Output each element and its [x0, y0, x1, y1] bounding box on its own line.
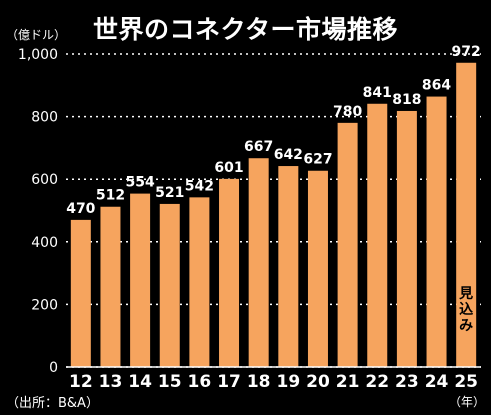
x-tick-label: 24 [425, 372, 449, 392]
annotation-char: み [459, 318, 473, 334]
x-tick-label: 19 [276, 372, 300, 392]
bar [307, 170, 328, 367]
x-tick-label: 20 [306, 372, 330, 392]
x-tick-label: 15 [158, 372, 182, 392]
x-tick-label: 17 [217, 372, 241, 392]
data-label: 864 [422, 78, 451, 94]
bar [100, 206, 121, 367]
bar [189, 197, 210, 367]
data-label: 521 [155, 185, 184, 201]
data-label: 780 [333, 104, 362, 120]
bar [337, 122, 358, 367]
annotation-char: 見 [458, 286, 473, 302]
chart-title: 世界のコネクター市場推移 [92, 15, 398, 44]
x-tick-label: 13 [99, 372, 123, 392]
y-tick-label: 800 [31, 110, 58, 126]
x-tick-label: 16 [188, 372, 212, 392]
data-label: 542 [185, 178, 214, 194]
y-tick-label: 0 [49, 360, 58, 376]
x-axis-unit: （年） [449, 395, 486, 409]
x-tick-label: 14 [128, 372, 152, 392]
x-tick-label: 12 [69, 372, 93, 392]
bar [219, 178, 240, 367]
y-tick-label: 200 [31, 297, 58, 313]
bar [70, 219, 91, 367]
data-label: 667 [244, 139, 273, 155]
annotation-char: 込 [459, 301, 473, 318]
bar [426, 96, 447, 368]
x-tick-label: 25 [454, 372, 478, 392]
bar [396, 110, 417, 367]
bar [248, 158, 269, 367]
data-label: 554 [125, 175, 154, 191]
data-label: 841 [363, 85, 392, 101]
bar [278, 166, 299, 367]
y-tick-label: 400 [31, 235, 58, 251]
data-label: 470 [66, 201, 95, 217]
data-label: 972 [452, 44, 481, 60]
data-label: 818 [392, 92, 421, 108]
x-tick-label: 21 [336, 372, 360, 392]
y-axis-unit: （億ドル） [6, 28, 67, 42]
y-tick-label: 600 [31, 172, 58, 188]
source-note: （出所：B&A） [6, 396, 99, 411]
data-label: 512 [96, 188, 125, 204]
data-label: 642 [274, 147, 303, 163]
x-tick-label: 18 [247, 372, 271, 392]
data-label: 601 [214, 160, 243, 176]
x-tick-label: 23 [395, 372, 419, 392]
bar [130, 193, 151, 367]
y-tick-label: 1,000 [18, 47, 58, 63]
x-tick-label: 22 [365, 372, 389, 392]
data-label: 627 [303, 152, 332, 168]
bar [456, 62, 477, 367]
bar [367, 103, 388, 367]
bar [159, 203, 180, 367]
